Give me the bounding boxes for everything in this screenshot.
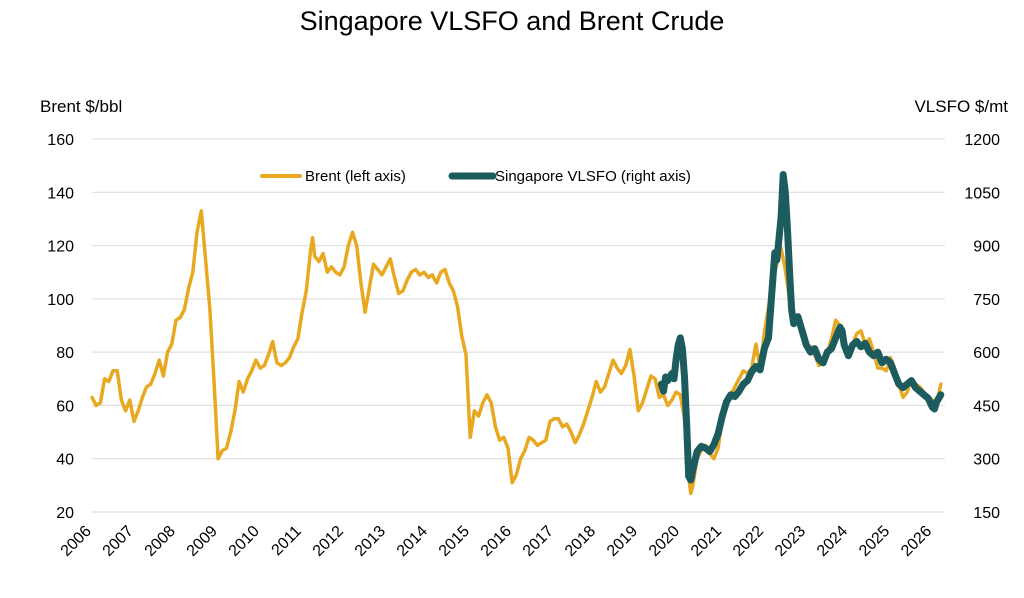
x-tick-label: 2018 xyxy=(562,523,599,560)
y-right-tick-label: 450 xyxy=(973,398,1000,415)
vlsfo-series-line xyxy=(657,171,945,484)
y-left-tick-label: 100 xyxy=(47,292,74,309)
y-right-tick-label: 600 xyxy=(973,345,1000,362)
x-tick-label: 2007 xyxy=(100,523,137,560)
y-left-ticks: 20 40 60 80 100 120 140 160 xyxy=(47,132,74,522)
x-tick-label: 2021 xyxy=(688,523,725,560)
legend-label-vlsfo: Singapore VLSFO (right axis) xyxy=(495,168,691,185)
y-left-tick-label: 20 xyxy=(56,505,74,522)
chart-title: Singapore VLSFO and Brent Crude xyxy=(300,6,725,36)
x-tick-label: 2008 xyxy=(142,523,179,560)
x-tick-label: 2012 xyxy=(310,523,347,560)
x-tick-label: 2009 xyxy=(184,523,221,560)
y-left-tick-label: 60 xyxy=(56,398,74,415)
x-tick-label: 2019 xyxy=(604,523,641,560)
x-tick-label: 2025 xyxy=(856,523,893,560)
y-left-tick-label: 120 xyxy=(47,239,74,256)
x-axis-ticks: 2006 2007 2008 2009 2010 2011 2012 2013 2014 2015… xyxy=(58,523,936,560)
y-left-tick-label: 160 xyxy=(47,132,74,149)
x-tick-label: 2006 xyxy=(58,523,95,560)
y-right-tick-label: 900 xyxy=(973,239,1000,256)
x-tick-label: 2011 xyxy=(269,523,305,559)
y-right-ticks: 150 300 450 600 750 900 1050 1200 xyxy=(964,132,1000,522)
series-lines xyxy=(90,171,945,496)
y-left-tick-label: 140 xyxy=(47,185,74,202)
y-right-tick-label: 750 xyxy=(973,292,1000,309)
y-right-tick-label: 150 xyxy=(973,505,1000,522)
x-tick-label: 2026 xyxy=(898,523,935,560)
y-left-tick-label: 40 xyxy=(56,452,74,469)
y-left-tick-label: 80 xyxy=(56,345,74,362)
x-tick-label: 2017 xyxy=(520,523,557,560)
x-tick-label: 2020 xyxy=(646,523,683,560)
y-left-axis-title: Brent $/bbl xyxy=(40,97,122,116)
legend: Brent (left axis) Singapore VLSFO (right… xyxy=(260,168,691,185)
x-tick-label: 2013 xyxy=(352,523,389,560)
y-right-tick-label: 300 xyxy=(973,452,1000,469)
x-tick-label: 2024 xyxy=(814,523,851,560)
x-tick-label: 2023 xyxy=(772,523,809,560)
x-tick-label: 2010 xyxy=(226,523,263,560)
x-tick-label: 2015 xyxy=(436,523,473,560)
legend-label-brent: Brent (left axis) xyxy=(305,168,406,185)
y-right-axis-title: VLSFO $/mt xyxy=(914,97,1008,116)
y-right-tick-label: 1200 xyxy=(964,132,1000,149)
x-tick-label: 2022 xyxy=(730,523,767,560)
x-tick-label: 2016 xyxy=(478,523,515,560)
y-right-tick-label: 1050 xyxy=(964,185,1000,202)
x-tick-label: 2014 xyxy=(394,523,431,560)
